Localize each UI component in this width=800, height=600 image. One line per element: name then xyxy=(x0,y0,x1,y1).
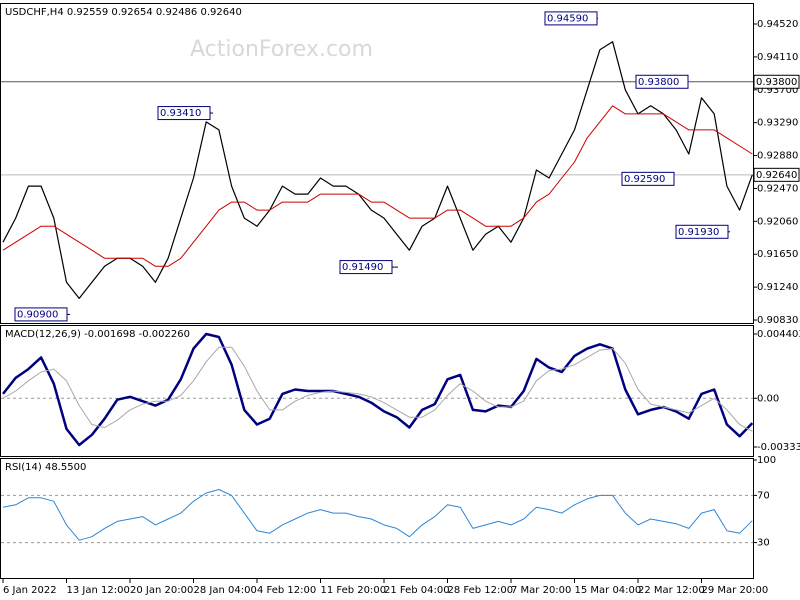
x-tick-label: 21 Feb 04:00 xyxy=(384,585,450,596)
panel-frame xyxy=(0,3,754,324)
annotation-label: 0.91930 xyxy=(678,227,719,238)
annotation-label: 0.92590 xyxy=(624,174,665,185)
x-tick-label: 29 Mar 20:00 xyxy=(702,585,769,596)
series-line xyxy=(2,332,754,447)
annotation-label: 0.93800 xyxy=(638,77,679,88)
annotation-box xyxy=(621,171,675,186)
watermark: ActionForex.com xyxy=(190,37,373,62)
y-tick-label: 0.94520 xyxy=(757,19,798,30)
panel-title: MACD(12,26,9) -0.001698 -0.002260 xyxy=(5,329,190,340)
panel-title-bg xyxy=(2,6,222,18)
y-tick-label: 70 xyxy=(757,490,770,501)
y-tick-label: 0.004403 xyxy=(757,329,800,340)
series-line xyxy=(2,105,753,267)
panel-title: RSI(14) 48.5500 xyxy=(5,462,86,473)
x-tick-label: 22 Mar 12:00 xyxy=(638,585,705,596)
series-line xyxy=(2,489,753,541)
annotation-box xyxy=(544,11,598,26)
price-level-box xyxy=(753,167,800,182)
y-tick-label: 30 xyxy=(757,538,770,549)
price-level-label: 0.92640 xyxy=(756,170,797,181)
y-tick-label: 0.91240 xyxy=(757,282,798,293)
panel-frame xyxy=(0,458,754,579)
y-tick-label: 0.93290 xyxy=(757,118,798,129)
annotation-label: 0.91490 xyxy=(342,262,383,273)
price-level-label: 0.93800 xyxy=(756,77,797,88)
y-tick-label: 0.92470 xyxy=(757,183,798,194)
panel-frame xyxy=(0,325,754,457)
series-line xyxy=(2,346,753,432)
annotation-box xyxy=(339,260,393,275)
x-tick-label: 6 Jan 2022 xyxy=(3,585,57,596)
y-tick-label: 0.90830 xyxy=(757,315,798,326)
y-tick-label: 100 xyxy=(757,455,776,466)
annotation-label: 0.94590 xyxy=(547,13,588,24)
annotation-label: 0.90900 xyxy=(17,309,58,320)
annotation-box xyxy=(14,307,68,322)
panel-title-bg xyxy=(2,461,82,473)
x-tick-label: 4 Feb 12:00 xyxy=(257,585,316,596)
y-tick-label: 0.00 xyxy=(757,393,779,404)
y-tick-label: 0.92060 xyxy=(757,216,798,227)
x-tick-label: 11 Feb 20:00 xyxy=(321,585,387,596)
x-tick-label: 15 Mar 04:00 xyxy=(575,585,642,596)
annotation-box xyxy=(157,106,211,121)
annotation-box xyxy=(635,74,689,89)
x-tick-label: 13 Jan 12:00 xyxy=(67,585,130,596)
x-tick-label: 7 Mar 20:00 xyxy=(511,585,571,596)
x-tick-label: 20 Jan 20:00 xyxy=(130,585,193,596)
y-tick-label: 0.91650 xyxy=(757,249,798,260)
x-tick-label: 28 Feb 12:00 xyxy=(448,585,514,596)
annotation-box xyxy=(675,224,729,239)
x-tick-label: 28 Jan 04:00 xyxy=(194,585,257,596)
price-level-box xyxy=(753,74,800,89)
y-tick-label: -0.003338 xyxy=(757,442,800,453)
y-tick-label: 0.92880 xyxy=(757,151,798,162)
panel-title-bg xyxy=(2,328,172,340)
y-tick-label: 0.94110 xyxy=(757,52,798,63)
annotation-label: 0.93410 xyxy=(160,108,201,119)
y-tick-label: 0.93700 xyxy=(757,85,798,96)
panel-title: USDCHF,H4 0.92559 0.92654 0.92486 0.9264… xyxy=(5,7,242,18)
